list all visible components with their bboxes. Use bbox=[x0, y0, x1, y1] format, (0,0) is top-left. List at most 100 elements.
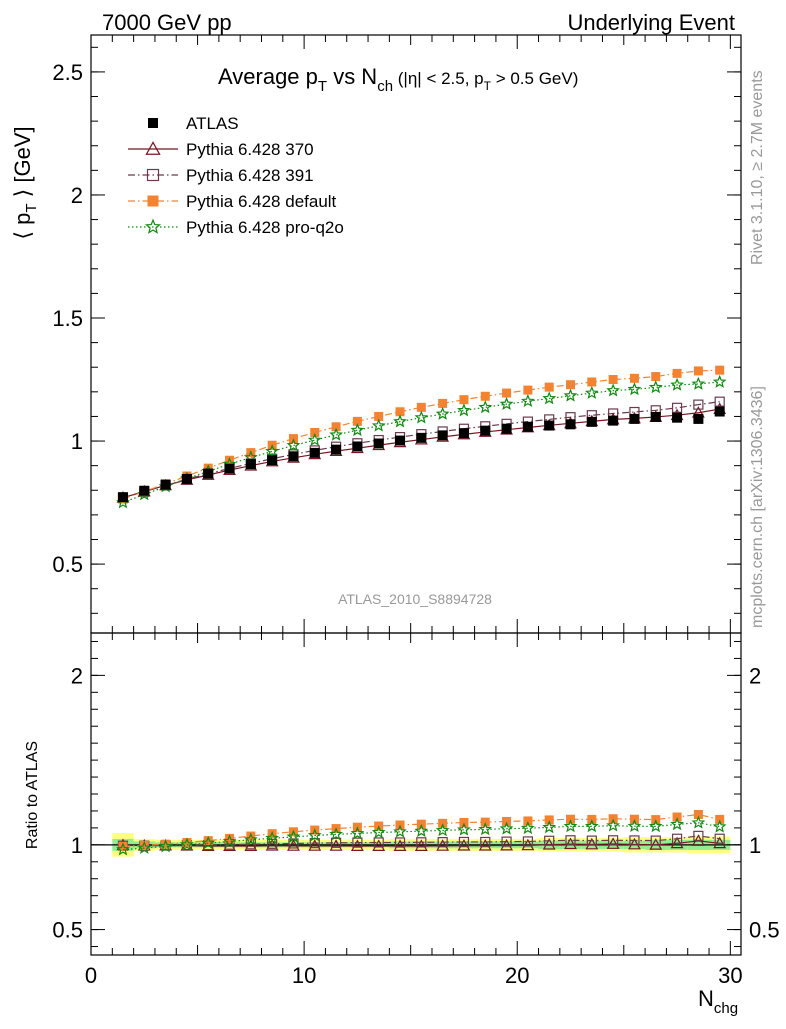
ratio-point-series-1 bbox=[437, 837, 448, 848]
ratio-point-series-0 bbox=[265, 839, 279, 851]
main-point-series-4 bbox=[393, 414, 407, 428]
main-ytick-label: 1 bbox=[71, 429, 83, 454]
main-point-series-3 bbox=[693, 366, 703, 376]
ratio-point-series-1 bbox=[330, 837, 342, 848]
main-point-series-3 bbox=[480, 391, 490, 401]
main-point-series-4 bbox=[563, 388, 578, 402]
main-point-series-0 bbox=[160, 479, 171, 490]
main-point-series-3 bbox=[502, 388, 512, 398]
main-point-series-4 bbox=[457, 403, 471, 417]
main-point-series-0 bbox=[117, 492, 128, 503]
main-point-series-2 bbox=[714, 396, 725, 407]
ratio-point-series-3 bbox=[265, 831, 280, 845]
ratio-point-series-1 bbox=[416, 837, 427, 848]
main-point-series-3 bbox=[374, 411, 384, 421]
main-point-series-0 bbox=[288, 451, 299, 462]
ratio-point-series-2 bbox=[182, 837, 192, 847]
main-point-series-0 bbox=[650, 411, 661, 422]
ratio-point-series-1 bbox=[394, 837, 406, 848]
ratio-point-series-3 bbox=[329, 827, 343, 841]
ratio-point-series-2 bbox=[693, 810, 703, 820]
main-point-series-4 bbox=[435, 406, 450, 420]
legend-marker-4 bbox=[144, 218, 162, 234]
ratio-point-series-3 bbox=[606, 818, 621, 832]
ratio-point-series-3 bbox=[648, 819, 663, 833]
main-point-series-3 bbox=[459, 395, 469, 405]
main-point-series-3 bbox=[608, 375, 618, 385]
legend-label-1: Pythia 6.428 370 bbox=[186, 140, 314, 159]
ratio-series-line-0 bbox=[122, 840, 720, 847]
main-ytick-label: 0.5 bbox=[52, 552, 83, 577]
xtick-label: 30 bbox=[718, 963, 742, 988]
main-point-series-3 bbox=[225, 455, 235, 465]
main-point-series-4 bbox=[627, 382, 642, 396]
main-title: Average pT vs Nch (|η| < 2.5, pT > 0.5 G… bbox=[218, 64, 578, 95]
legend-label-0: ATLAS bbox=[186, 114, 239, 133]
main-ytick-label: 2.5 bbox=[52, 60, 83, 85]
main-point-series-0 bbox=[480, 425, 491, 436]
ratio-point-series-0 bbox=[287, 839, 300, 851]
main-point-series-0 bbox=[544, 420, 555, 431]
ratio-point-series-0 bbox=[542, 838, 556, 850]
ratio-point-series-1 bbox=[458, 836, 470, 848]
header-left: 7000 GeV pp bbox=[102, 10, 232, 35]
ratio-point-series-0 bbox=[585, 837, 599, 850]
ratio-point-series-3 bbox=[180, 837, 194, 851]
main-point-series-0 bbox=[714, 406, 725, 417]
ratio-point-series-1 bbox=[565, 835, 576, 846]
ratio-point-series-1 bbox=[671, 833, 683, 844]
ratio-ytick-label-right: 2 bbox=[749, 663, 761, 688]
main-point-series-4 bbox=[542, 391, 557, 405]
main-point-series-4 bbox=[371, 418, 386, 432]
main-point-series-4 bbox=[712, 374, 727, 388]
main-point-series-4 bbox=[265, 444, 280, 458]
main-point-series-4 bbox=[584, 385, 599, 399]
ratio-point-series-3 bbox=[521, 821, 535, 835]
ratio-point-series-3 bbox=[243, 832, 258, 846]
ratio-point-series-1 bbox=[501, 836, 512, 847]
ratio-point-series-1 bbox=[586, 835, 597, 846]
main-point-series-0 bbox=[522, 421, 533, 432]
header-right: Underlying Event bbox=[567, 10, 735, 35]
main-ytick-label: 2 bbox=[71, 183, 83, 208]
main-point-series-4 bbox=[691, 376, 706, 390]
legend-marker-1 bbox=[145, 141, 161, 155]
main-point-series-4 bbox=[499, 396, 514, 410]
ratio-point-series-0 bbox=[436, 839, 450, 851]
main-point-series-0 bbox=[267, 455, 278, 466]
main-point-series-0 bbox=[672, 412, 683, 423]
main-point-series-3 bbox=[715, 365, 725, 375]
main-point-series-4 bbox=[414, 410, 429, 424]
ratio-point-series-0 bbox=[308, 839, 322, 851]
legend-label-3: Pythia 6.428 default bbox=[186, 192, 337, 211]
ratio-point-series-0 bbox=[606, 837, 620, 849]
main-point-series-3 bbox=[438, 398, 448, 408]
ratio-point-series-0 bbox=[564, 837, 577, 850]
main-point-series-0 bbox=[693, 413, 704, 424]
ratio-ytick-label: 1 bbox=[71, 833, 83, 858]
main-point-series-4 bbox=[286, 438, 301, 452]
ratio-point-series-2 bbox=[715, 814, 725, 824]
ratio-point-series-3 bbox=[350, 826, 365, 840]
ratio-point-series-3 bbox=[542, 820, 557, 834]
ratio-point-series-3 bbox=[116, 842, 130, 856]
ratio-point-series-1 bbox=[714, 833, 725, 844]
main-point-series-0 bbox=[203, 468, 214, 479]
main-point-series-3 bbox=[587, 377, 597, 387]
ratio-point-series-3 bbox=[563, 819, 578, 833]
legend-marker-0 bbox=[148, 118, 158, 128]
ratio-point-series-3 bbox=[478, 822, 493, 836]
ratio-ytick-label: 0.5 bbox=[52, 918, 83, 943]
ratio-point-series-1 bbox=[693, 830, 704, 841]
ratio-point-series-3 bbox=[286, 829, 301, 843]
ratio-point-series-3 bbox=[158, 839, 173, 853]
ratio-point-series-1 bbox=[629, 835, 640, 846]
ratio-point-series-3 bbox=[137, 840, 152, 854]
ratio-point-series-0 bbox=[244, 839, 258, 851]
main-point-series-4 bbox=[606, 383, 621, 397]
ratio-point-series-3 bbox=[584, 819, 599, 833]
legend-marker-3 bbox=[147, 195, 159, 207]
analysis-watermark: ATLAS_2010_S8894728 bbox=[338, 591, 492, 607]
ratio-point-series-0 bbox=[628, 837, 641, 850]
main-point-series-0 bbox=[629, 413, 640, 424]
